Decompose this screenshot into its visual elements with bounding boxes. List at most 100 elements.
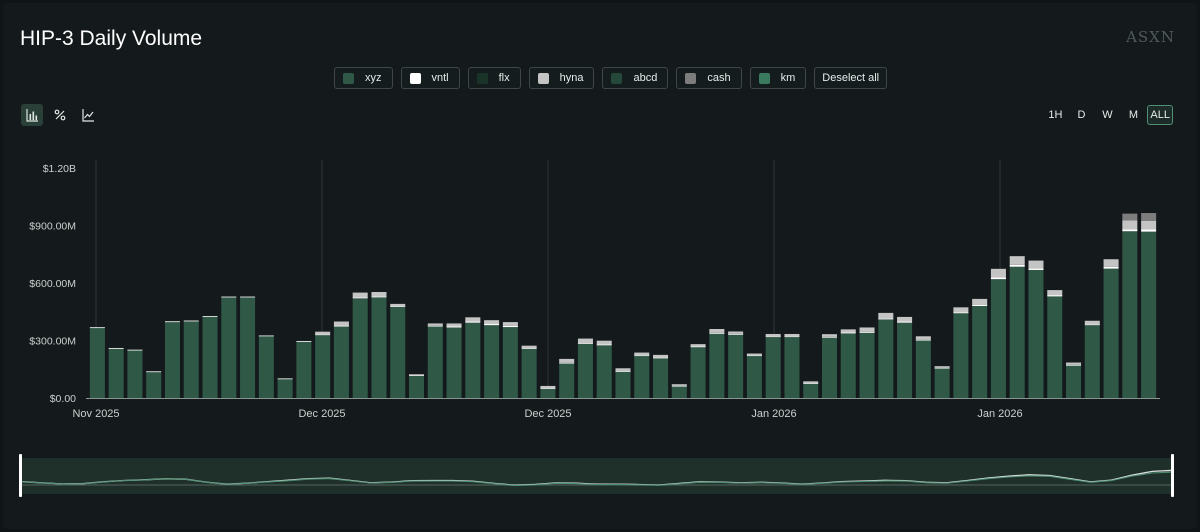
legend-item-hyna[interactable]: hyna	[528, 67, 595, 89]
bar-segment-hyna	[972, 298, 988, 305]
legend-swatch	[758, 72, 770, 84]
line-chart-button[interactable]	[77, 104, 99, 126]
bar-segment-xyz	[202, 316, 218, 398]
navigator-series-line-xyz	[20, 471, 1174, 487]
bar-segment-xyz	[897, 322, 913, 398]
bar-segment-hyna	[559, 358, 575, 363]
legend-label: hyna	[559, 72, 584, 84]
range-d[interactable]: D	[1077, 109, 1086, 121]
bar-segment-vntl	[990, 277, 1006, 280]
bar-segment-hyna	[728, 331, 744, 334]
legend-swatch	[685, 72, 697, 84]
bar-segment-vntl	[164, 321, 180, 323]
bar-segment-vntl	[1122, 229, 1138, 232]
bar-segment-vntl	[690, 346, 706, 348]
percent-icon	[54, 109, 66, 121]
bar-segment-hyna	[1047, 290, 1063, 296]
bar-segment-hyna	[784, 333, 800, 337]
bar-segment-xyz	[1066, 365, 1082, 398]
bar-chart-icon	[26, 109, 38, 122]
bar-segment-hyna	[540, 385, 556, 389]
bar-segment-xyz	[784, 337, 800, 398]
bar-segment-vntl	[728, 333, 744, 335]
legend-item-vntl[interactable]: vntl	[400, 67, 460, 89]
bar-segment-vntl	[1047, 295, 1063, 297]
bar-segment-xyz	[577, 343, 593, 398]
bar-segment-hyna	[634, 352, 650, 356]
deselect-all-button[interactable]: Deselect all	[814, 67, 888, 89]
legend-label: km	[780, 72, 796, 84]
brand-logo: ASXN	[1126, 28, 1175, 46]
bar-segment-hyna	[1141, 220, 1157, 230]
legend-label: vntl	[431, 72, 449, 84]
bar-segment-hyna	[878, 312, 894, 319]
bar-segment-xyz	[615, 371, 631, 398]
bar-segment-vntl	[333, 325, 349, 327]
bar-segment-vntl	[390, 306, 406, 307]
bar-segment-hyna	[521, 345, 537, 348]
bar-segment-vntl	[859, 331, 875, 333]
bar-chart-button[interactable]	[21, 104, 43, 126]
bar-segment-hyna	[897, 316, 913, 322]
bar-segment-hyna	[1028, 260, 1044, 269]
bar-segment-cash	[1141, 213, 1157, 221]
bar-segment-vntl	[521, 347, 537, 349]
bar-segment-vntl	[409, 375, 425, 376]
bar-segment-xyz	[465, 322, 481, 398]
bar-segment-xyz	[390, 306, 406, 398]
bar-segment-vntl	[878, 318, 894, 320]
bar-segment-vntl	[146, 371, 162, 373]
legend-swatch	[343, 72, 354, 84]
bar-segment-xyz	[1009, 266, 1025, 398]
bar-segment-hyna	[1122, 220, 1138, 230]
bar-segment-xyz	[484, 325, 500, 398]
bar-segment-hyna	[765, 333, 781, 337]
legend-item-km[interactable]: km	[749, 67, 807, 89]
bar-segment-vntl	[352, 297, 368, 299]
bar-segment-hyna	[953, 307, 969, 313]
bar-segment-vntl	[89, 327, 105, 329]
bar-segment-hyna	[596, 340, 612, 345]
bar-segment-vntl	[502, 325, 518, 328]
navigator-handle-left[interactable]	[19, 454, 22, 497]
legend-item-flx[interactable]: flx	[467, 67, 521, 89]
bar-segment-hyna	[390, 303, 406, 307]
legend-item-xyz[interactable]: xyz	[334, 67, 393, 89]
range-w[interactable]: W	[1102, 109, 1113, 121]
bar-segment-vntl	[240, 296, 256, 298]
navigator-handle-right[interactable]	[1171, 454, 1174, 497]
bar-segment-vntl	[577, 343, 593, 344]
bar-segment-xyz	[164, 321, 180, 398]
legend-item-cash[interactable]: cash	[676, 67, 742, 89]
legend-label: cash	[707, 72, 731, 84]
page-title: HIP-3 Daily Volume	[20, 27, 203, 50]
bar-segment-xyz	[1084, 325, 1100, 398]
x-tick-label: Jan 2026	[751, 408, 796, 420]
bar-segment-xyz	[915, 340, 931, 398]
bar-segment-vntl	[1028, 268, 1044, 270]
range-1h[interactable]: 1H	[1048, 109, 1063, 121]
bar-segment-cash	[1122, 213, 1138, 221]
bar-segment-xyz	[934, 368, 950, 398]
bar-segment-xyz	[990, 279, 1006, 398]
bar-segment-vntl	[746, 355, 762, 357]
navigator-selection[interactable]	[21, 458, 1173, 494]
bar-segment-vntl	[371, 296, 387, 298]
y-tick-label: $300.00M	[29, 336, 76, 348]
bar-segment-xyz	[840, 333, 856, 398]
bar-segment-vntl	[671, 385, 687, 387]
bar-segment-xyz	[127, 350, 143, 398]
bar-segment-vntl	[953, 312, 969, 314]
bar-segment-vntl	[765, 336, 781, 338]
bar-segment-xyz	[371, 297, 387, 399]
legend-swatch	[537, 72, 549, 84]
bar-segment-xyz	[221, 297, 237, 399]
range-m[interactable]: M	[1128, 109, 1138, 121]
bar-segment-xyz	[765, 337, 781, 398]
range-all[interactable]: ALL	[1147, 105, 1173, 125]
bar-segment-xyz	[859, 332, 875, 398]
legend-item-abcd[interactable]: abcd	[602, 67, 669, 89]
percent-button[interactable]	[49, 104, 71, 126]
bar-segment-vntl	[484, 324, 500, 326]
bar-segment-hyna	[615, 368, 631, 371]
